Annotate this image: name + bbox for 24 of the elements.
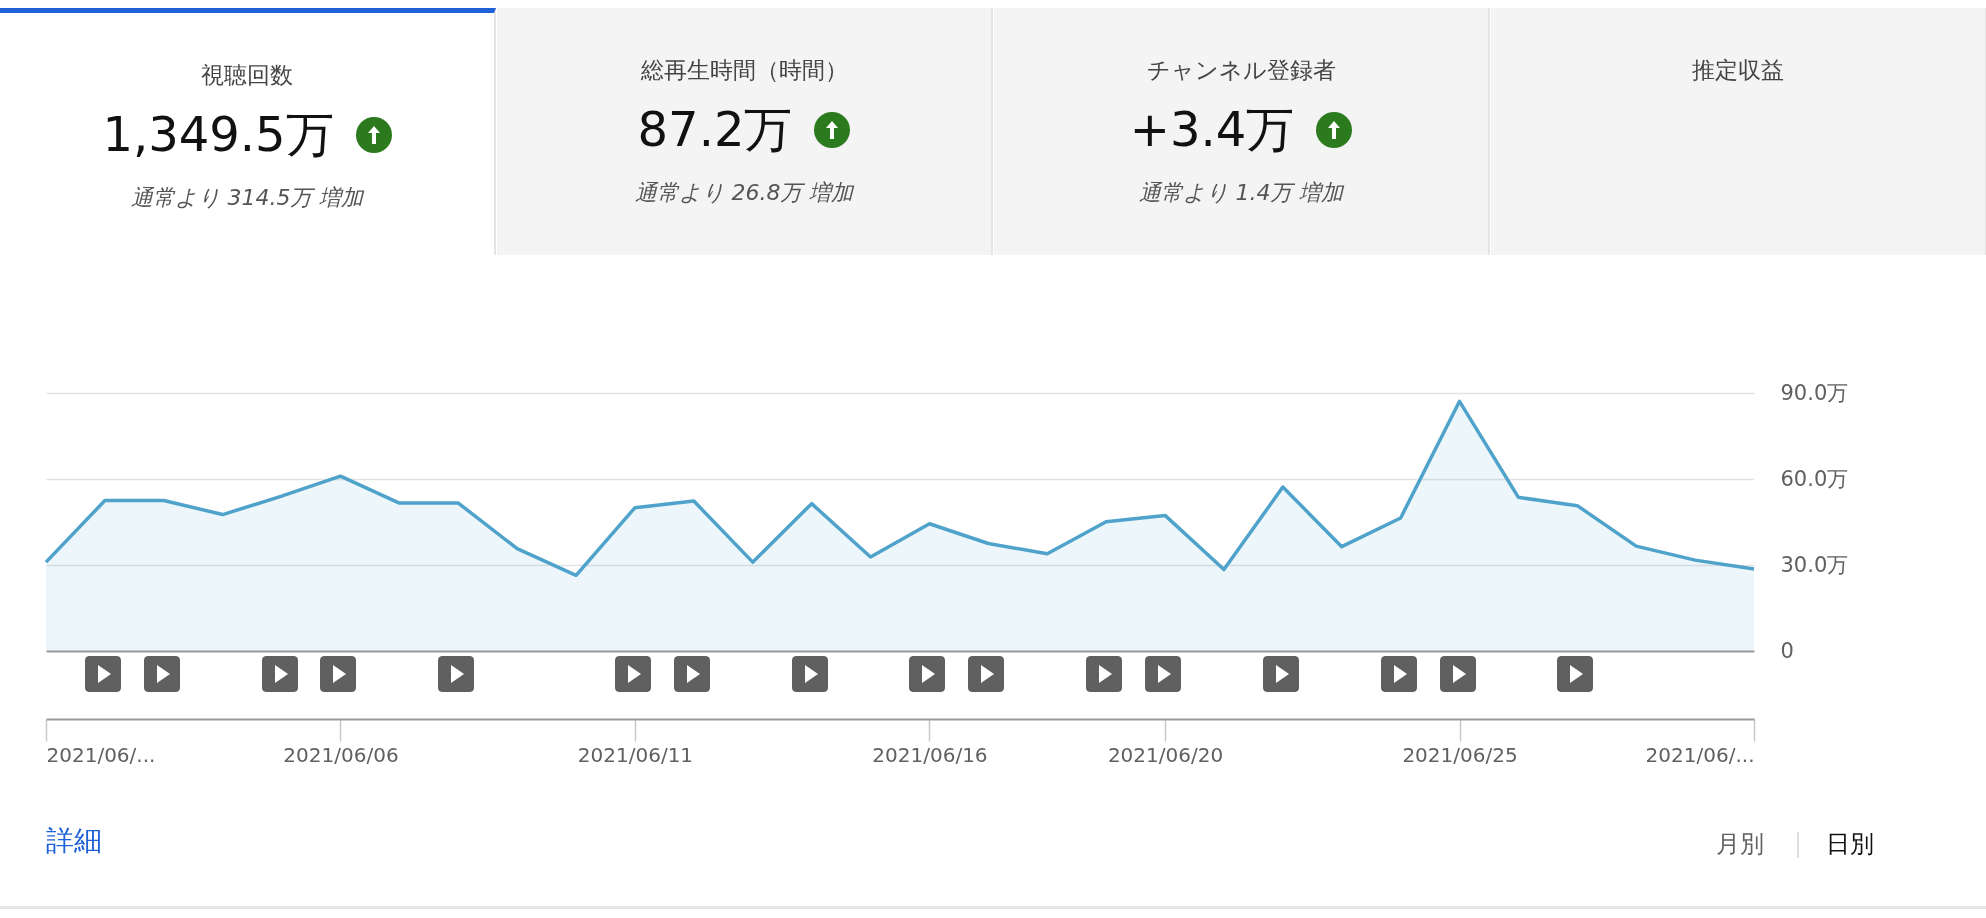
- text: 視聴回数: [201, 60, 293, 90]
- text: 通常より 1.4万 増加: [1137, 179, 1345, 207]
- x-tick-label: 2021/06/25: [1402, 742, 1518, 767]
- text: 通常より 26.8万 増加: [633, 179, 855, 207]
- y-tick-label: 60.0万: [1780, 466, 1849, 491]
- text: +3.4万: [1129, 100, 1295, 159]
- y-tick-label: 30.0万: [1780, 552, 1849, 577]
- text: 通常より 314.5万 増加: [129, 184, 365, 212]
- x-tick-label: 2021/06/...: [1645, 742, 1755, 767]
- text: 総再生時間（時間）: [640, 55, 848, 85]
- text: 月別: [1716, 829, 1764, 860]
- text: チャンネル登録者: [1146, 55, 1336, 85]
- x-tick-label: 2021/06/11: [577, 742, 694, 767]
- text: 日別: [1826, 829, 1874, 860]
- x-tick-label: 2021/06/16: [872, 742, 988, 767]
- y-tick-label: 90.0万: [1780, 380, 1849, 405]
- y-tick-label: 0: [1780, 638, 1794, 663]
- x-tick-label: 2021/06/20: [1107, 742, 1224, 767]
- text: 87.2万: [637, 100, 793, 159]
- text: 詳細: [46, 823, 102, 859]
- text: 1,349.5万: [102, 105, 334, 164]
- x-tick-label: 2021/06/06: [283, 742, 399, 767]
- x-tick-label: 2021/06/...: [46, 742, 156, 767]
- text: 推定収益: [1692, 55, 1784, 85]
